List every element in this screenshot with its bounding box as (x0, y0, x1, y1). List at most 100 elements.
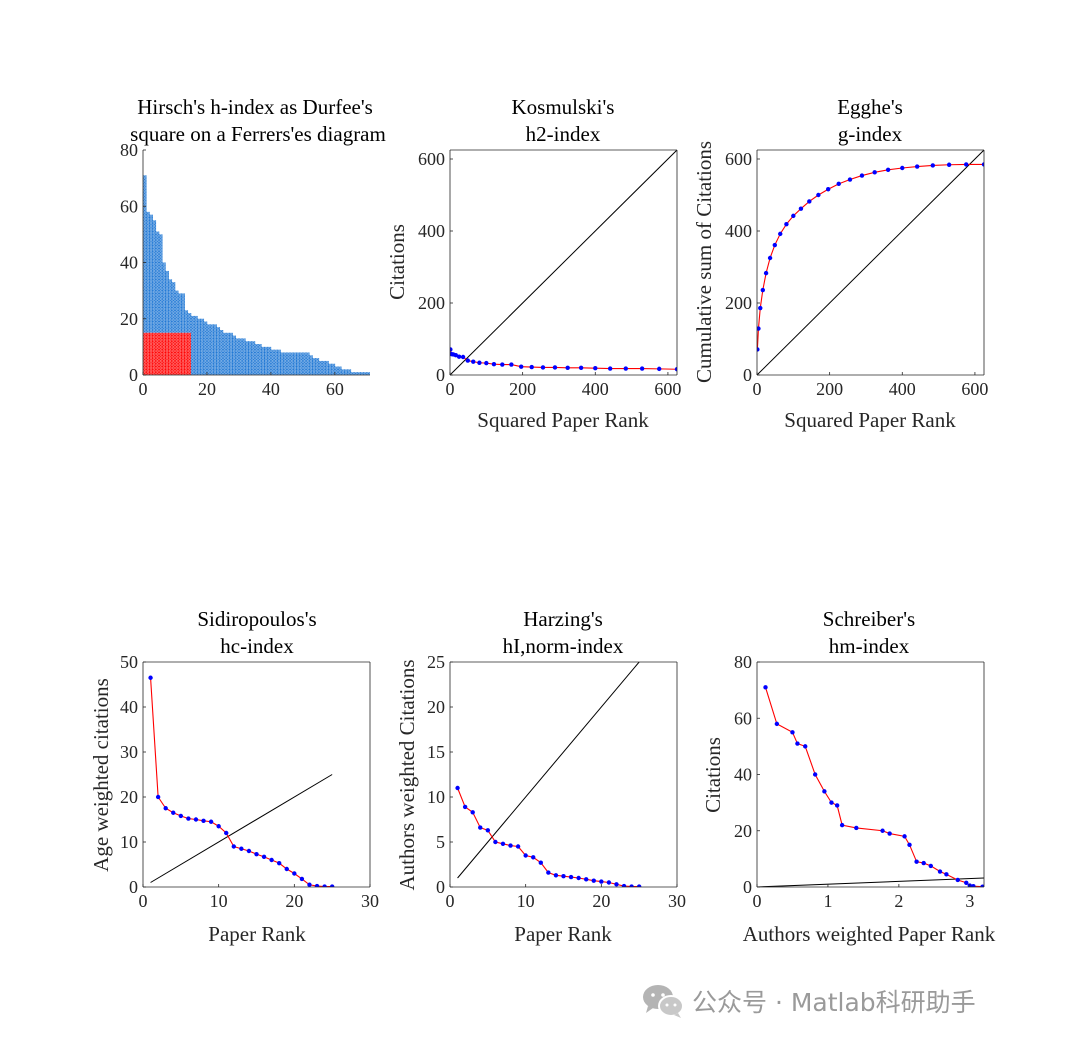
y-axis-label: Age weighted citations (89, 678, 113, 872)
data-point (946, 162, 952, 167)
x-tick-label: 30 (361, 891, 379, 911)
title-line-1: Egghe's (837, 95, 903, 119)
plot-area (757, 150, 984, 375)
y-tick-label: 50 (120, 652, 138, 672)
y-tick-label: 0 (743, 877, 752, 897)
watermark-text: 公众号 · Matlab科研助手 (692, 988, 976, 1017)
data-point (674, 367, 677, 372)
data-point (269, 857, 274, 863)
data-point (816, 192, 821, 198)
panel-hc: Sidiropoulos's hc-index Paper Rank Age w… (89, 607, 379, 946)
data-point (201, 818, 206, 824)
plot-area (455, 662, 642, 887)
data-point (763, 270, 769, 276)
wechat-icon (643, 985, 684, 1018)
y-tick-label: 0 (129, 365, 138, 385)
title-line-2: hc-index (220, 634, 294, 658)
x-axis-label: Paper Rank (208, 922, 306, 946)
x-tick-label: 20 (592, 891, 610, 911)
data-point (902, 834, 907, 839)
data-point (657, 366, 662, 372)
y-tick-label: 10 (427, 787, 445, 807)
panel-hm: Schreiber's hm-index Authors weighted Pa… (701, 607, 996, 946)
y-tick-label: 60 (734, 708, 752, 728)
data-point (224, 830, 229, 836)
title-line-2: square on a Ferrers'es diagram (130, 122, 386, 146)
x-tick-label: 20 (198, 379, 216, 399)
diagonal-line (457, 662, 640, 879)
y-tick-label: 200 (418, 293, 445, 313)
x-axis-label: Authors weighted Paper Rank (743, 922, 996, 946)
data-point (538, 860, 543, 865)
data-point (907, 842, 912, 848)
plot-area (450, 150, 677, 375)
data-point (186, 816, 191, 821)
data-point (798, 206, 804, 211)
data-point (914, 859, 919, 864)
data-point (812, 772, 818, 777)
data-point (584, 877, 589, 882)
data-point (774, 721, 780, 727)
data-point (523, 853, 528, 858)
data-point (493, 839, 498, 845)
data-point (231, 844, 236, 849)
y-tick-label: 0 (436, 877, 445, 897)
data-point (607, 366, 613, 371)
y-tick-label: 600 (725, 149, 752, 169)
diagonal-line (757, 150, 984, 375)
y-tick-label: 0 (743, 365, 752, 385)
data-point (239, 846, 244, 851)
y-tick-label: 400 (418, 221, 445, 241)
data-point (930, 163, 935, 168)
data-point (500, 841, 506, 846)
data-point (639, 366, 645, 371)
data-point (623, 366, 628, 371)
diagonal-line (757, 877, 984, 887)
y-tick-label: 30 (120, 742, 138, 762)
data-point (508, 843, 513, 848)
x-tick-label: 0 (139, 891, 148, 911)
x-tick-label: 10 (517, 891, 535, 911)
y-tick-label: 15 (427, 742, 445, 762)
data-point (778, 231, 783, 237)
panel-hinorm: Harzing's hI,norm-index Paper Rank Autho… (395, 607, 686, 946)
data-point (599, 879, 604, 884)
data-point (772, 242, 777, 248)
data-point (859, 173, 865, 178)
data-point (847, 177, 853, 182)
title-line-1: Harzing's (523, 607, 603, 631)
title-line-2: hI,norm-index (503, 634, 624, 658)
data-point (471, 359, 476, 364)
data-point (593, 365, 598, 371)
data-point (980, 884, 984, 887)
data-point (277, 860, 282, 866)
series-line (450, 349, 677, 370)
y-tick-label: 40 (734, 765, 752, 785)
data-point (834, 803, 840, 808)
data-point (540, 365, 546, 370)
data-point (470, 810, 475, 815)
y-axis-label: Citations (701, 737, 725, 813)
dot-texture (143, 150, 370, 375)
data-point (971, 883, 976, 887)
data-point (261, 854, 267, 860)
data-point (491, 362, 497, 367)
data-point (803, 744, 808, 749)
title-line-1: Hirsch's h-index as Durfee's (137, 95, 373, 119)
data-point (872, 170, 877, 175)
y-tick-label: 20 (427, 697, 445, 717)
y-axis-label: Citations (385, 224, 409, 300)
y-axis-label: Cumulative sum of Citations (692, 141, 716, 383)
data-point (329, 884, 335, 887)
x-tick-label: 2 (894, 891, 903, 911)
data-point (921, 860, 926, 866)
x-tick-label: 60 (326, 379, 344, 399)
data-point (822, 789, 827, 794)
data-point (791, 213, 796, 219)
x-tick-label: 0 (139, 379, 148, 399)
data-point (854, 825, 859, 831)
data-point (299, 876, 305, 882)
title-line-1: Schreiber's (823, 607, 915, 631)
data-point (171, 810, 176, 815)
plot-area (148, 675, 335, 887)
